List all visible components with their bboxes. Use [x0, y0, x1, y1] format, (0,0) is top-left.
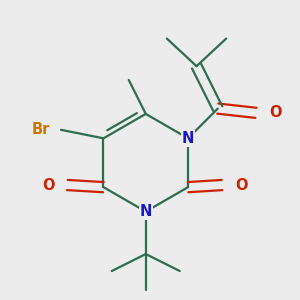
Text: O: O: [270, 105, 282, 120]
Text: O: O: [42, 178, 55, 193]
Text: N: N: [140, 204, 152, 219]
Text: O: O: [235, 178, 247, 193]
Text: N: N: [182, 131, 194, 146]
Text: Br: Br: [32, 122, 50, 137]
